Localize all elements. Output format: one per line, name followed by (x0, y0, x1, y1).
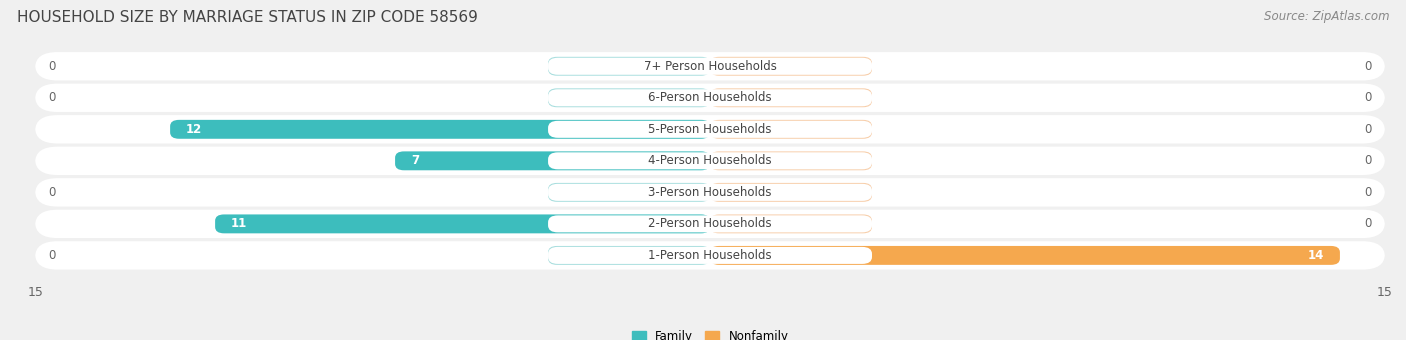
FancyBboxPatch shape (548, 58, 872, 75)
Text: 0: 0 (49, 91, 56, 104)
Text: 0: 0 (1364, 217, 1371, 231)
FancyBboxPatch shape (35, 147, 1385, 175)
FancyBboxPatch shape (710, 246, 1340, 265)
FancyBboxPatch shape (35, 241, 1385, 270)
Text: 4-Person Households: 4-Person Households (648, 154, 772, 167)
FancyBboxPatch shape (35, 210, 1385, 238)
FancyBboxPatch shape (548, 89, 872, 106)
Text: 0: 0 (49, 249, 56, 262)
Text: 7: 7 (411, 154, 419, 167)
FancyBboxPatch shape (548, 246, 710, 265)
Text: 0: 0 (1364, 154, 1371, 167)
Text: 5-Person Households: 5-Person Households (648, 123, 772, 136)
FancyBboxPatch shape (170, 120, 710, 139)
Text: 6-Person Households: 6-Person Households (648, 91, 772, 104)
FancyBboxPatch shape (35, 115, 1385, 143)
FancyBboxPatch shape (548, 57, 710, 76)
FancyBboxPatch shape (548, 88, 710, 107)
FancyBboxPatch shape (710, 183, 872, 202)
FancyBboxPatch shape (395, 151, 710, 170)
Text: 0: 0 (49, 186, 56, 199)
FancyBboxPatch shape (710, 215, 872, 233)
FancyBboxPatch shape (710, 120, 872, 139)
Text: 0: 0 (1364, 123, 1371, 136)
Text: 7+ Person Households: 7+ Person Households (644, 60, 776, 73)
Legend: Family, Nonfamily: Family, Nonfamily (631, 330, 789, 340)
FancyBboxPatch shape (710, 57, 872, 76)
FancyBboxPatch shape (35, 178, 1385, 206)
Text: 14: 14 (1308, 249, 1324, 262)
Text: 3-Person Households: 3-Person Households (648, 186, 772, 199)
FancyBboxPatch shape (548, 152, 872, 169)
Text: 2-Person Households: 2-Person Households (648, 217, 772, 231)
Text: HOUSEHOLD SIZE BY MARRIAGE STATUS IN ZIP CODE 58569: HOUSEHOLD SIZE BY MARRIAGE STATUS IN ZIP… (17, 10, 478, 25)
Text: 0: 0 (49, 60, 56, 73)
FancyBboxPatch shape (35, 84, 1385, 112)
FancyBboxPatch shape (710, 88, 872, 107)
Text: Source: ZipAtlas.com: Source: ZipAtlas.com (1264, 10, 1389, 23)
Text: 1-Person Households: 1-Person Households (648, 249, 772, 262)
Text: 0: 0 (1364, 186, 1371, 199)
FancyBboxPatch shape (548, 215, 872, 233)
FancyBboxPatch shape (548, 247, 872, 264)
FancyBboxPatch shape (548, 184, 872, 201)
Text: 0: 0 (1364, 60, 1371, 73)
FancyBboxPatch shape (35, 52, 1385, 81)
Text: 11: 11 (231, 217, 247, 231)
FancyBboxPatch shape (548, 183, 710, 202)
FancyBboxPatch shape (710, 151, 872, 170)
FancyBboxPatch shape (548, 121, 872, 138)
Text: 12: 12 (186, 123, 202, 136)
Text: 0: 0 (1364, 91, 1371, 104)
FancyBboxPatch shape (215, 215, 710, 233)
